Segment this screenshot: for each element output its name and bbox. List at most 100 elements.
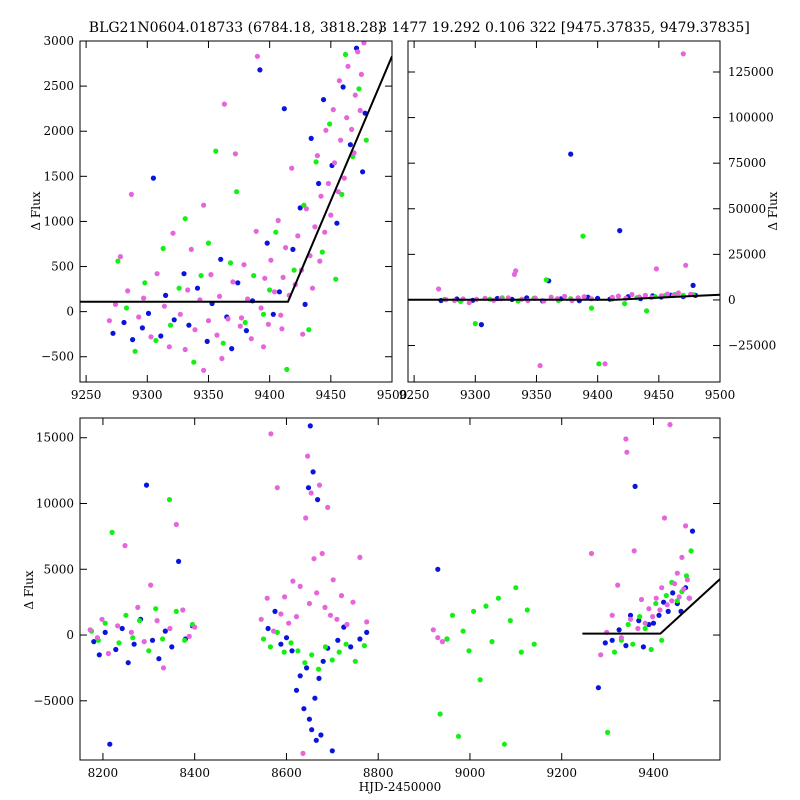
data-point-pink — [282, 594, 288, 600]
fit-line-top-left — [80, 55, 392, 303]
data-point-blue — [670, 590, 676, 596]
data-point-blue — [131, 641, 137, 647]
data-point-pink — [283, 245, 289, 251]
data-point-pink — [278, 312, 284, 318]
data-point-blue — [689, 528, 696, 534]
y-tick-label: 0 — [66, 305, 74, 319]
data-point-green — [333, 276, 339, 282]
data-point-blue — [229, 346, 235, 352]
data-point-pink — [674, 570, 680, 576]
y-tick-label: 3000 — [43, 34, 74, 48]
data-point-pink — [280, 274, 286, 280]
data-point-blue — [158, 333, 164, 339]
data-point-pink — [675, 290, 682, 296]
x-tick-label: 9350 — [521, 388, 552, 402]
data-point-green — [663, 593, 669, 599]
data-point-blue — [609, 637, 615, 643]
x-tick-label: 9300 — [132, 388, 163, 402]
data-point-blue — [270, 311, 276, 317]
data-point-green — [339, 191, 345, 197]
data-point-pink — [631, 548, 637, 554]
data-point-pink — [322, 229, 328, 235]
data-point-pink — [588, 550, 595, 557]
y-tick-label: 5000 — [43, 562, 74, 576]
data-point-pink — [106, 318, 112, 324]
data-point-green — [234, 189, 240, 195]
data-point-blue — [276, 289, 282, 295]
data-point-green — [637, 614, 643, 620]
data-point-green — [336, 649, 342, 655]
ylabel-bottom: Δ Flux — [22, 570, 36, 609]
data-point-pink — [260, 344, 267, 350]
data-point-pink — [208, 272, 214, 278]
data-point-green — [316, 666, 322, 672]
data-point-pink — [618, 635, 625, 641]
data-point-pink — [316, 482, 323, 488]
data-point-blue — [627, 612, 634, 618]
data-point-green — [356, 86, 362, 92]
x-tick-label: 9450 — [316, 388, 347, 402]
ylabel-top-right: Δ Flux — [766, 191, 780, 230]
data-point-pink — [258, 305, 264, 311]
data-point-green — [588, 305, 595, 311]
panel-bottom: Δ Flux HJD-2450000 8200 8400 8600 8800 9000 9… — [22, 417, 721, 794]
data-point-pink — [201, 202, 207, 208]
data-point-pink — [141, 295, 147, 301]
data-point-green — [483, 603, 489, 609]
data-point-blue — [306, 716, 312, 722]
data-point-green — [281, 649, 287, 655]
data-point-pink — [350, 599, 356, 605]
title-top-left: BLG21N0604.018733 (6784.18, 3818.28) — [89, 20, 383, 36]
data-point-pink — [629, 291, 635, 298]
x-tick-label: 9500 — [377, 388, 408, 402]
data-point-green — [153, 606, 159, 612]
data-point-pink — [219, 355, 225, 362]
data-point-green — [116, 640, 122, 646]
points-top-right — [436, 51, 699, 369]
data-point-blue — [113, 646, 119, 653]
data-point-green — [123, 305, 130, 311]
data-point-green — [625, 621, 631, 628]
data-point-blue — [149, 637, 156, 643]
y-tick-label: 0 — [66, 628, 74, 642]
data-point-pink — [238, 315, 245, 321]
data-point-pink — [680, 51, 686, 57]
data-point-pink — [653, 266, 660, 272]
data-point-pink — [325, 504, 331, 510]
data-point-green — [466, 648, 472, 654]
data-point-pink — [548, 294, 554, 300]
data-point-pink — [327, 612, 334, 618]
data-point-green — [191, 359, 197, 365]
data-point-pink — [602, 361, 608, 367]
data-point-pink — [245, 296, 251, 302]
x-tick-label: 8200 — [88, 766, 119, 780]
data-point-pink — [237, 323, 243, 329]
data-point-pink — [642, 620, 648, 626]
data-point-green — [137, 618, 143, 624]
data-point-green — [648, 646, 654, 653]
data-point-blue — [304, 665, 310, 671]
data-point-blue — [162, 628, 168, 634]
data-point-pink — [436, 286, 442, 292]
data-point-blue — [125, 660, 131, 666]
data-point-pink — [241, 262, 247, 268]
data-point-pink — [311, 556, 317, 562]
data-point-blue — [661, 599, 667, 605]
data-point-pink — [286, 620, 292, 626]
data-point-blue — [364, 629, 370, 636]
data-point-pink — [99, 616, 105, 622]
data-point-blue — [632, 483, 638, 489]
y-tick-label: −5000 — [33, 694, 74, 708]
x-tick-label: 9400 — [254, 388, 285, 402]
data-point-pink — [303, 515, 309, 521]
x-tick-label: 9300 — [460, 388, 491, 402]
data-point-pink — [254, 53, 260, 59]
data-point-pink — [305, 453, 311, 459]
data-point-blue — [348, 644, 354, 650]
data-point-green — [644, 308, 650, 314]
data-point-green — [267, 287, 273, 293]
data-point-blue — [293, 687, 300, 693]
data-point-green — [167, 322, 174, 328]
y-tick-label: 15000 — [36, 431, 74, 445]
data-point-green — [513, 585, 519, 591]
